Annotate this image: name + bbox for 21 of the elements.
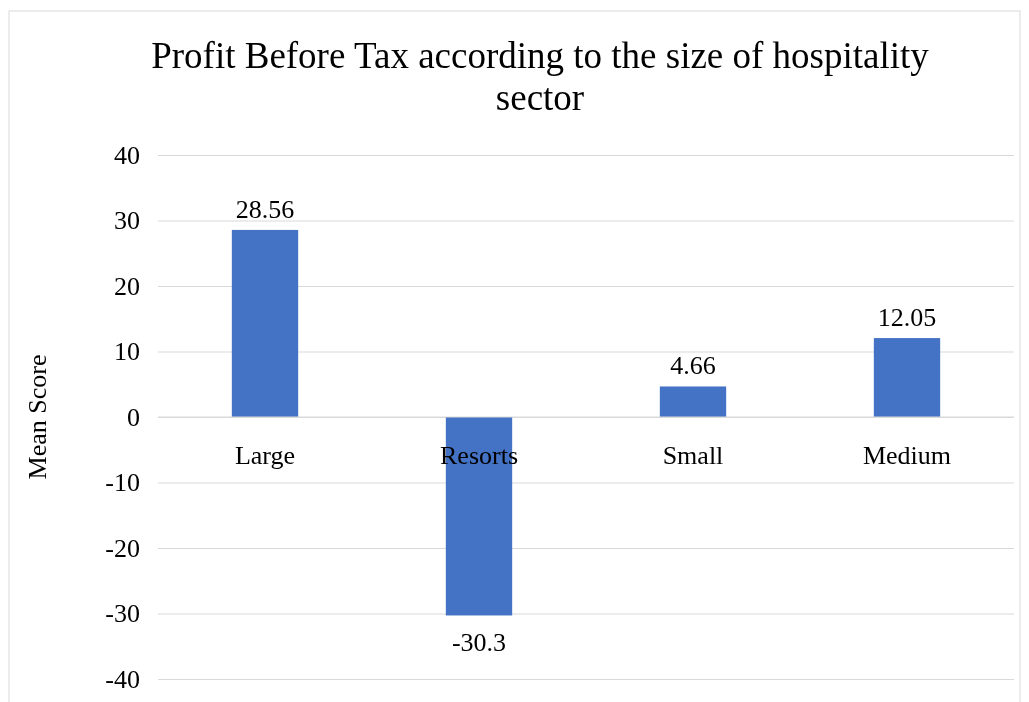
y-axis-title: Mean Score [23,354,52,480]
x-tick-label: Small [662,441,724,470]
bar [659,386,727,417]
y-tick-label: -20 [105,533,140,563]
y-tick-label: 0 [127,402,140,432]
bar [231,229,299,417]
data-label: 4.66 [670,351,716,381]
chart-title: Profit Before Tax according to the size of hospitality sector [151,35,930,118]
y-tick-label: -10 [105,468,140,498]
x-tick-label: Large [234,441,296,470]
x-tick-label: Medium [862,441,952,470]
bar [873,338,941,417]
y-tick-label: 20 [114,271,140,301]
y-tick-label: 40 [114,140,140,170]
y-tick-label: 30 [114,206,140,236]
y-tick-label: -40 [105,664,140,694]
data-label: 28.56 [235,194,295,224]
y-tick-label: -30 [105,599,140,629]
data-label: -30.3 [451,628,507,658]
data-label: 12.05 [877,303,937,333]
y-tick-label: 10 [114,337,140,367]
